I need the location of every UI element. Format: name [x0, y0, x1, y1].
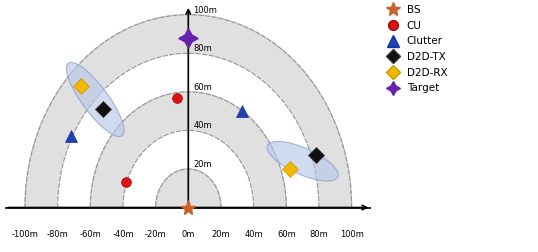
Polygon shape	[25, 15, 352, 207]
Text: 80m: 80m	[193, 44, 212, 53]
Ellipse shape	[66, 62, 124, 137]
Text: 60m: 60m	[193, 83, 212, 92]
Text: 100m: 100m	[193, 6, 217, 15]
Legend: BS, CU, Clutter, D2D-TX, D2D-RX, Target: BS, CU, Clutter, D2D-TX, D2D-RX, Target	[379, 1, 451, 98]
Text: 20m: 20m	[193, 160, 212, 169]
Polygon shape	[123, 130, 253, 207]
Polygon shape	[155, 169, 221, 207]
Polygon shape	[58, 53, 319, 207]
Text: 40m: 40m	[193, 121, 212, 130]
Ellipse shape	[267, 141, 338, 181]
Polygon shape	[90, 92, 286, 207]
